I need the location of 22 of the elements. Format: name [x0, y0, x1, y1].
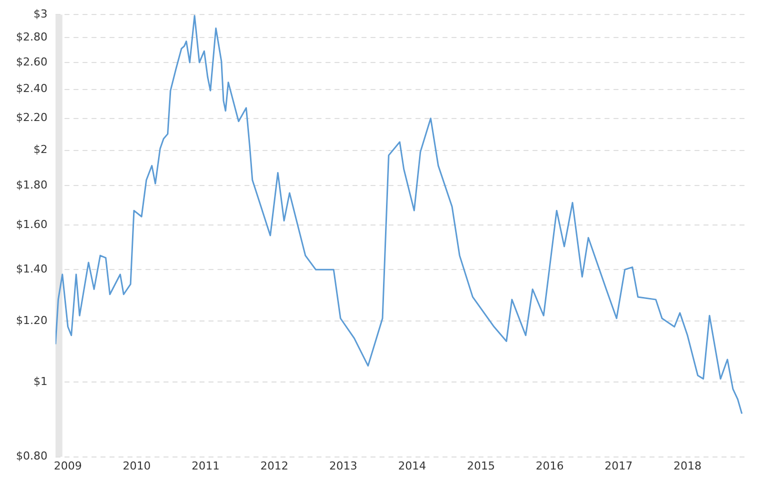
x-tick-label: 2015: [466, 459, 495, 472]
y-tick-label: $3: [33, 7, 48, 20]
x-tick-label: 2014: [398, 459, 426, 472]
x-tick-label: 2010: [122, 459, 151, 472]
x-tick-label: 2009: [54, 459, 82, 472]
y-tick-label: $1.20: [16, 314, 48, 328]
y-tick-label: $2: [33, 143, 48, 156]
y-tick-label: $2.80: [16, 30, 48, 44]
y-tick-label: $1.60: [16, 218, 48, 231]
y-tick-label: $1.40: [16, 262, 48, 276]
x-tick-label: 2017: [604, 459, 633, 472]
y-tick-label: $0.80: [16, 450, 48, 463]
y-tick-label: $1.80: [16, 178, 48, 192]
x-tick-label: 2013: [329, 459, 358, 472]
y-tick-label: $2.40: [16, 82, 48, 96]
x-tick-label: 2012: [260, 459, 288, 472]
y-tick-label: $1: [33, 375, 48, 388]
x-tick-label: 2016: [536, 459, 564, 472]
x-tick-label: 2018: [673, 459, 702, 472]
x-tick-label: 2011: [192, 459, 220, 472]
y-tick-label: $2.20: [16, 111, 48, 124]
y-tick-label: $2.60: [16, 55, 48, 68]
